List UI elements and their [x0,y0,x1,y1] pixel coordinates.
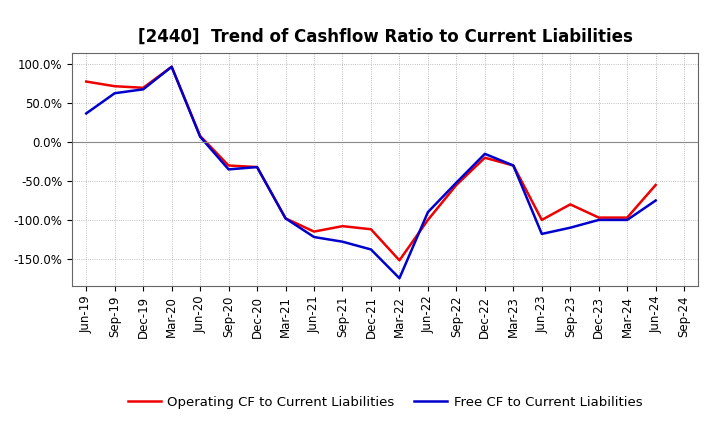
Line: Free CF to Current Liabilities: Free CF to Current Liabilities [86,67,656,278]
Free CF to Current Liabilities [366,247,375,252]
Free CF to Current Liabilities [82,111,91,116]
Legend: Operating CF to Current Liabilities, Free CF to Current Liabilities: Operating CF to Current Liabilities, Fre… [122,391,648,414]
Operating CF to Current Liabilities [480,155,489,160]
Free CF to Current Liabilities [537,231,546,237]
Free CF to Current Liabilities [452,180,461,185]
Operating CF to Current Liabilities [139,85,148,90]
Operating CF to Current Liabilities [196,133,204,139]
Operating CF to Current Liabilities [338,224,347,229]
Operating CF to Current Liabilities [253,165,261,170]
Free CF to Current Liabilities [395,275,404,281]
Operating CF to Current Liabilities [595,215,603,220]
Operating CF to Current Liabilities [423,217,432,223]
Free CF to Current Liabilities [423,209,432,215]
Operating CF to Current Liabilities [225,163,233,168]
Free CF to Current Liabilities [139,87,148,92]
Operating CF to Current Liabilities [537,217,546,223]
Free CF to Current Liabilities [110,91,119,96]
Operating CF to Current Liabilities [82,79,91,84]
Operating CF to Current Liabilities [395,258,404,263]
Operating CF to Current Liabilities [167,64,176,70]
Operating CF to Current Liabilities [566,202,575,207]
Free CF to Current Liabilities [595,217,603,223]
Operating CF to Current Liabilities [282,216,290,221]
Free CF to Current Liabilities [310,235,318,240]
Free CF to Current Liabilities [225,167,233,172]
Operating CF to Current Liabilities [623,215,631,220]
Operating CF to Current Liabilities [310,229,318,234]
Free CF to Current Liabilities [167,64,176,70]
Operating CF to Current Liabilities [652,182,660,187]
Free CF to Current Liabilities [338,239,347,244]
Free CF to Current Liabilities [652,198,660,203]
Free CF to Current Liabilities [566,225,575,231]
Free CF to Current Liabilities [480,151,489,157]
Operating CF to Current Liabilities [509,163,518,168]
Operating CF to Current Liabilities [110,84,119,89]
Title: [2440]  Trend of Cashflow Ratio to Current Liabilities: [2440] Trend of Cashflow Ratio to Curren… [138,28,633,46]
Free CF to Current Liabilities [623,217,631,223]
Free CF to Current Liabilities [282,216,290,221]
Free CF to Current Liabilities [196,134,204,139]
Free CF to Current Liabilities [253,165,261,170]
Operating CF to Current Liabilities [452,182,461,187]
Line: Operating CF to Current Liabilities: Operating CF to Current Liabilities [86,67,656,260]
Operating CF to Current Liabilities [366,227,375,232]
Free CF to Current Liabilities [509,163,518,168]
